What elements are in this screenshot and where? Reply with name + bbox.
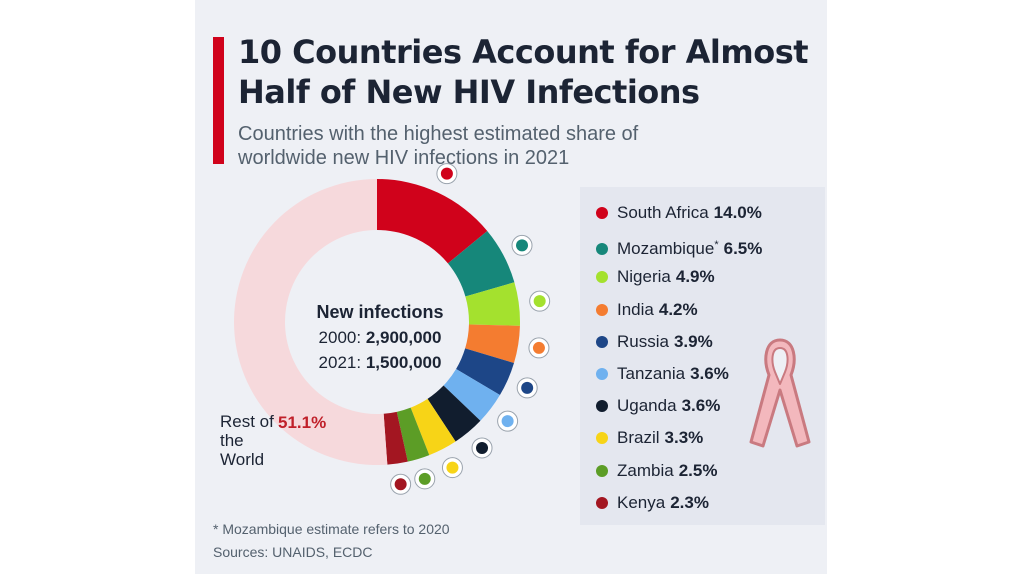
legend-label: Nigeria — [617, 267, 671, 287]
legend-value: 2.5% — [678, 460, 718, 480]
uganda-flag-icon — [471, 437, 493, 459]
legend-label: Uganda — [617, 396, 677, 416]
brazil-flag-icon — [441, 457, 463, 479]
legend-value: 3.3% — [664, 428, 704, 448]
title-accent-bar — [213, 37, 224, 164]
legend-label: India — [617, 299, 654, 319]
legend-value: 4.2% — [658, 299, 698, 319]
rest-of-world-label: Rest of the World — [220, 412, 274, 469]
legend-item-kenya: Kenya 2.3% — [596, 491, 709, 515]
legend-swatch — [596, 303, 608, 316]
legend-item-nigeria: Nigeria 4.9% — [596, 265, 715, 289]
slice-brazil — [410, 398, 456, 456]
legend-item-south-africa: South Africa 14.0% — [596, 201, 762, 225]
india-flag-icon — [528, 337, 550, 359]
legend-item-brazil: Brazil 3.3% — [596, 426, 703, 450]
kenya-flag-icon — [390, 473, 412, 495]
legend-item-zambia: Zambia 2.5% — [596, 459, 717, 483]
legend-label: Russia — [617, 331, 669, 351]
center-heading: New infections — [316, 302, 444, 322]
legend-item-russia: Russia 3.9% — [596, 330, 713, 354]
legend-label: South Africa — [617, 203, 709, 222]
tanzania-flag-icon — [497, 410, 519, 432]
center-line-2000-value: 2,900,000 — [365, 328, 442, 347]
center-line-2000-label: 2000: — [318, 328, 362, 347]
legend-item-tanzania: Tanzania 3.6% — [596, 362, 729, 386]
center-summary: New infections 2000: 2,900,000 2021: 1,5… — [305, 300, 455, 375]
footnote: * Mozambique estimate refers to 2020 — [213, 521, 450, 537]
legend-item-mozambique: Mozambique* 6.5% — [596, 233, 763, 259]
slice-south-africa — [377, 179, 488, 264]
legend-value: 2.3% — [670, 492, 709, 512]
russia-flag-icon — [516, 377, 538, 399]
donut-chart — [233, 163, 551, 495]
legend-value: 3.6% — [681, 396, 721, 416]
page-title: 10 Countries Account for Almost Half of … — [238, 33, 809, 111]
awareness-ribbon-icon — [749, 338, 811, 448]
sources-note: Sources: UNAIDS, ECDC — [213, 544, 373, 560]
slice-rest-of-the-world — [233, 179, 388, 466]
slice-mozambique — [447, 230, 515, 297]
legend-swatch — [596, 271, 608, 284]
slice-kenya — [383, 411, 408, 465]
legend-item-uganda: Uganda 3.6% — [596, 394, 720, 418]
center-line-2021-value: 1,500,000 — [365, 353, 442, 372]
center-line-2021: 2021: 1,500,000 — [305, 350, 455, 375]
legend-swatch — [596, 400, 608, 413]
legend-value: 14.0% — [713, 203, 762, 222]
legend-swatch — [596, 207, 608, 219]
slice-zambia — [396, 407, 430, 462]
zambia-flag-icon — [414, 468, 436, 490]
legend-swatch — [596, 243, 608, 256]
legend-swatch — [596, 496, 608, 509]
slice-tanzania — [443, 368, 500, 421]
page-subtitle: Countries with the highest estimated sha… — [238, 123, 639, 169]
legend-label: Mozambique — [617, 239, 715, 259]
nigeria-flag-icon — [529, 290, 551, 312]
legend-label: Tanzania — [617, 364, 686, 383]
mozambique-flag-icon — [511, 234, 533, 256]
legend-label: Zambia — [617, 460, 674, 480]
slice-uganda — [427, 385, 481, 442]
south-africa-flag-icon — [436, 163, 458, 185]
slice-nigeria — [465, 282, 520, 326]
legend-value: 4.9% — [675, 267, 715, 287]
legend-item-india: India 4.2% — [596, 298, 698, 322]
slice-india — [465, 324, 520, 364]
legend-swatch — [596, 335, 608, 348]
legend-label: Kenya — [617, 492, 666, 512]
legend-swatch — [596, 432, 608, 445]
legend-label: Brazil — [617, 428, 660, 448]
legend-footnote-marker: * — [714, 239, 719, 252]
legend-value: 3.6% — [690, 364, 729, 383]
center-line-2000: 2000: 2,900,000 — [305, 325, 455, 350]
rest-of-world-value: 51.1% — [278, 413, 327, 432]
legend-value: 6.5% — [723, 239, 763, 259]
legend-swatch — [596, 464, 608, 477]
legend-value: 3.9% — [673, 331, 713, 351]
center-line-2021-label: 2021: — [318, 353, 362, 372]
slice-russia — [456, 348, 514, 396]
legend-swatch — [596, 368, 608, 380]
